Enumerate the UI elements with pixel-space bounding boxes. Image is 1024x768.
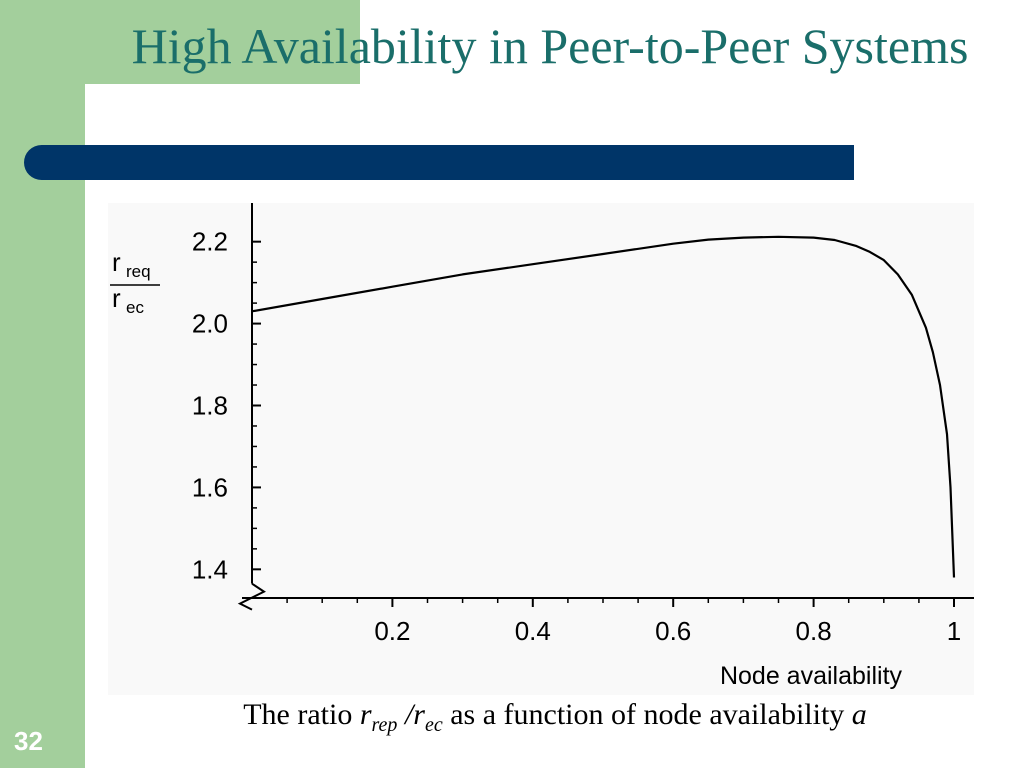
x-axis-label: Node availability: [720, 662, 903, 690]
y-tick-label: 1.4: [192, 554, 228, 584]
x-tick-label: 0.8: [796, 616, 832, 646]
caption-variable: a: [851, 698, 867, 731]
y-tick-label: 1.6: [192, 472, 228, 502]
title-rule: [24, 145, 854, 180]
ratio-curve: [251, 235, 956, 578]
y-tick-label: 2.0: [192, 309, 228, 339]
x-tick-label: 0.4: [515, 616, 551, 646]
axes: [237, 203, 974, 611]
caption-r2: r: [413, 698, 425, 731]
page-number: 32: [14, 726, 43, 756]
caption-r1-sub: rep: [371, 714, 398, 736]
y-label-numerator: r: [112, 247, 121, 277]
slide-title: High Availability in Peer-to-Peer System…: [131, 18, 969, 74]
x-tick-label: 1: [947, 616, 961, 646]
x-tick-label: 0.2: [374, 616, 410, 646]
series-group: [251, 235, 956, 578]
y-label-denominator: r: [112, 283, 121, 313]
caption-r2-sub: ec: [424, 714, 443, 736]
chart-caption: The ratio rrep /rec as a function of nod…: [100, 698, 1010, 737]
x-tick-label: 0.6: [655, 616, 691, 646]
top-accent-band: [85, 0, 360, 84]
chart-area: r req r ec 2.2 2.0 1.8 1.6 1.4 0.2 0.4 0.6 0.8 1 …: [108, 203, 974, 695]
y-label-denominator-sub: ec: [126, 298, 144, 317]
caption-r1: r: [359, 698, 372, 731]
y-axis-label: r req r ec: [110, 247, 160, 317]
y-tick-label: 1.8: [192, 391, 228, 421]
axis-break: [237, 582, 266, 611]
ticks: 2.2 2.0 1.8 1.6 1.4 0.2 0.4 0.6 0.8 1: [192, 227, 961, 646]
ratio-chart: r req r ec 2.22.01.81.61.40.2 0.4 0.6 0.8 1 …: [110, 203, 974, 690]
left-accent-band: [0, 0, 85, 768]
caption-slash: /: [397, 698, 414, 731]
caption-middle: as a function of node availability: [442, 698, 852, 731]
caption-prefix: The ratio: [243, 698, 360, 731]
y-tick-label: 2.2: [192, 227, 228, 257]
y-label-numerator-sub: req: [126, 262, 151, 281]
